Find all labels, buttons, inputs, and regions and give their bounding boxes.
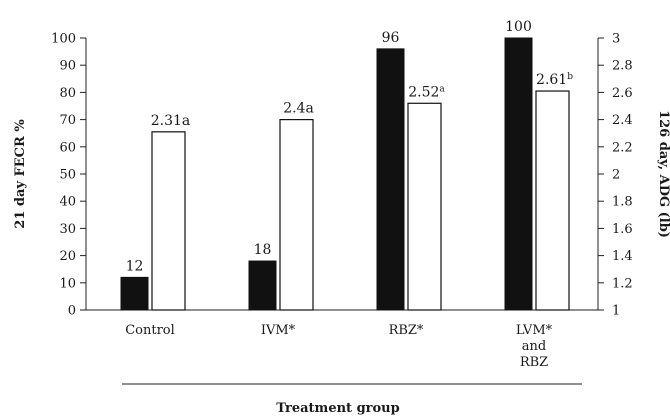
- y-right-tick-label: 2.4: [612, 113, 633, 128]
- y-left-tick-label: 60: [59, 140, 76, 155]
- y-left-tick-label: 80: [59, 86, 76, 101]
- bar-fecr: [504, 37, 533, 311]
- data-label-adg: 2.31a: [151, 113, 191, 129]
- x-category-label: RBZ*: [389, 323, 424, 338]
- bars: 12 2.31a 18 2.4a 96 2.52a 100 2.61b: [120, 19, 573, 311]
- y-left-tick-label: 10: [59, 276, 76, 291]
- y-left-tick-label: 20: [59, 249, 76, 264]
- bar-fecr: [120, 276, 149, 311]
- bar-adg: [151, 131, 186, 311]
- y-right-tick-label: 2.8: [612, 59, 633, 74]
- y-right-tick-label: 1.2: [612, 276, 633, 291]
- data-label-superscript: b: [567, 72, 573, 82]
- bar-adg: [407, 102, 442, 311]
- x-category-label: Control: [125, 323, 175, 338]
- data-label-adg: 2.52a: [408, 84, 445, 100]
- x-axis-label: Treatment group: [276, 401, 399, 416]
- y-left-tick-label: 90: [59, 59, 76, 74]
- data-label-fecr: 18: [254, 242, 272, 258]
- y-left-tick-label: 70: [59, 113, 76, 128]
- data-label-fecr: 100: [505, 19, 532, 35]
- bar-fecr: [248, 260, 277, 311]
- data-label-fecr: 96: [382, 30, 400, 46]
- y-left-tick-label: 0: [68, 304, 76, 319]
- y-right-tick-label: 1.4: [612, 249, 633, 264]
- y-right-tick-label: 2.2: [612, 140, 633, 155]
- x-category-label: LVM* and RBZ: [516, 323, 553, 370]
- y-axis-right-label: 126 day, ADG (lb): [656, 110, 670, 238]
- bar-fecr: [376, 48, 405, 311]
- y-left-tick-label: 50: [59, 168, 76, 183]
- y-axis-left-label: 21 day FECR %: [13, 119, 28, 229]
- bar-adg: [535, 90, 570, 311]
- y-right-tick-label: 1.8: [612, 195, 633, 210]
- y-left-tick-label: 30: [59, 222, 76, 237]
- data-label-adg: 2.4a: [283, 101, 314, 117]
- data-label-fecr: 12: [126, 258, 144, 274]
- y-axis-left-ticks: 0 10 20 30 40 50 60 70 80 90 100: [51, 32, 86, 319]
- x-category-label: IVM*: [261, 323, 296, 338]
- y-left-tick-label: 100: [51, 32, 76, 47]
- bar-adg: [279, 118, 314, 311]
- y-right-tick-label: 1.6: [612, 222, 633, 237]
- data-label-superscript: a: [439, 84, 445, 94]
- data-label-adg: 2.61b: [536, 72, 573, 88]
- y-left-tick-label: 40: [59, 195, 76, 210]
- y-right-tick-label: 1: [612, 304, 620, 319]
- y-right-tick-label: 3: [612, 32, 620, 47]
- y-right-tick-label: 2: [612, 168, 620, 183]
- x-category-labels: Control IVM* RBZ* LVM* and RBZ: [125, 323, 552, 370]
- y-axis-right-ticks: 1 1.2 1.4 1.6 1.8 2 2.2 2.4 2.6 2.8 3: [598, 32, 633, 319]
- y-right-tick-label: 2.6: [612, 86, 633, 101]
